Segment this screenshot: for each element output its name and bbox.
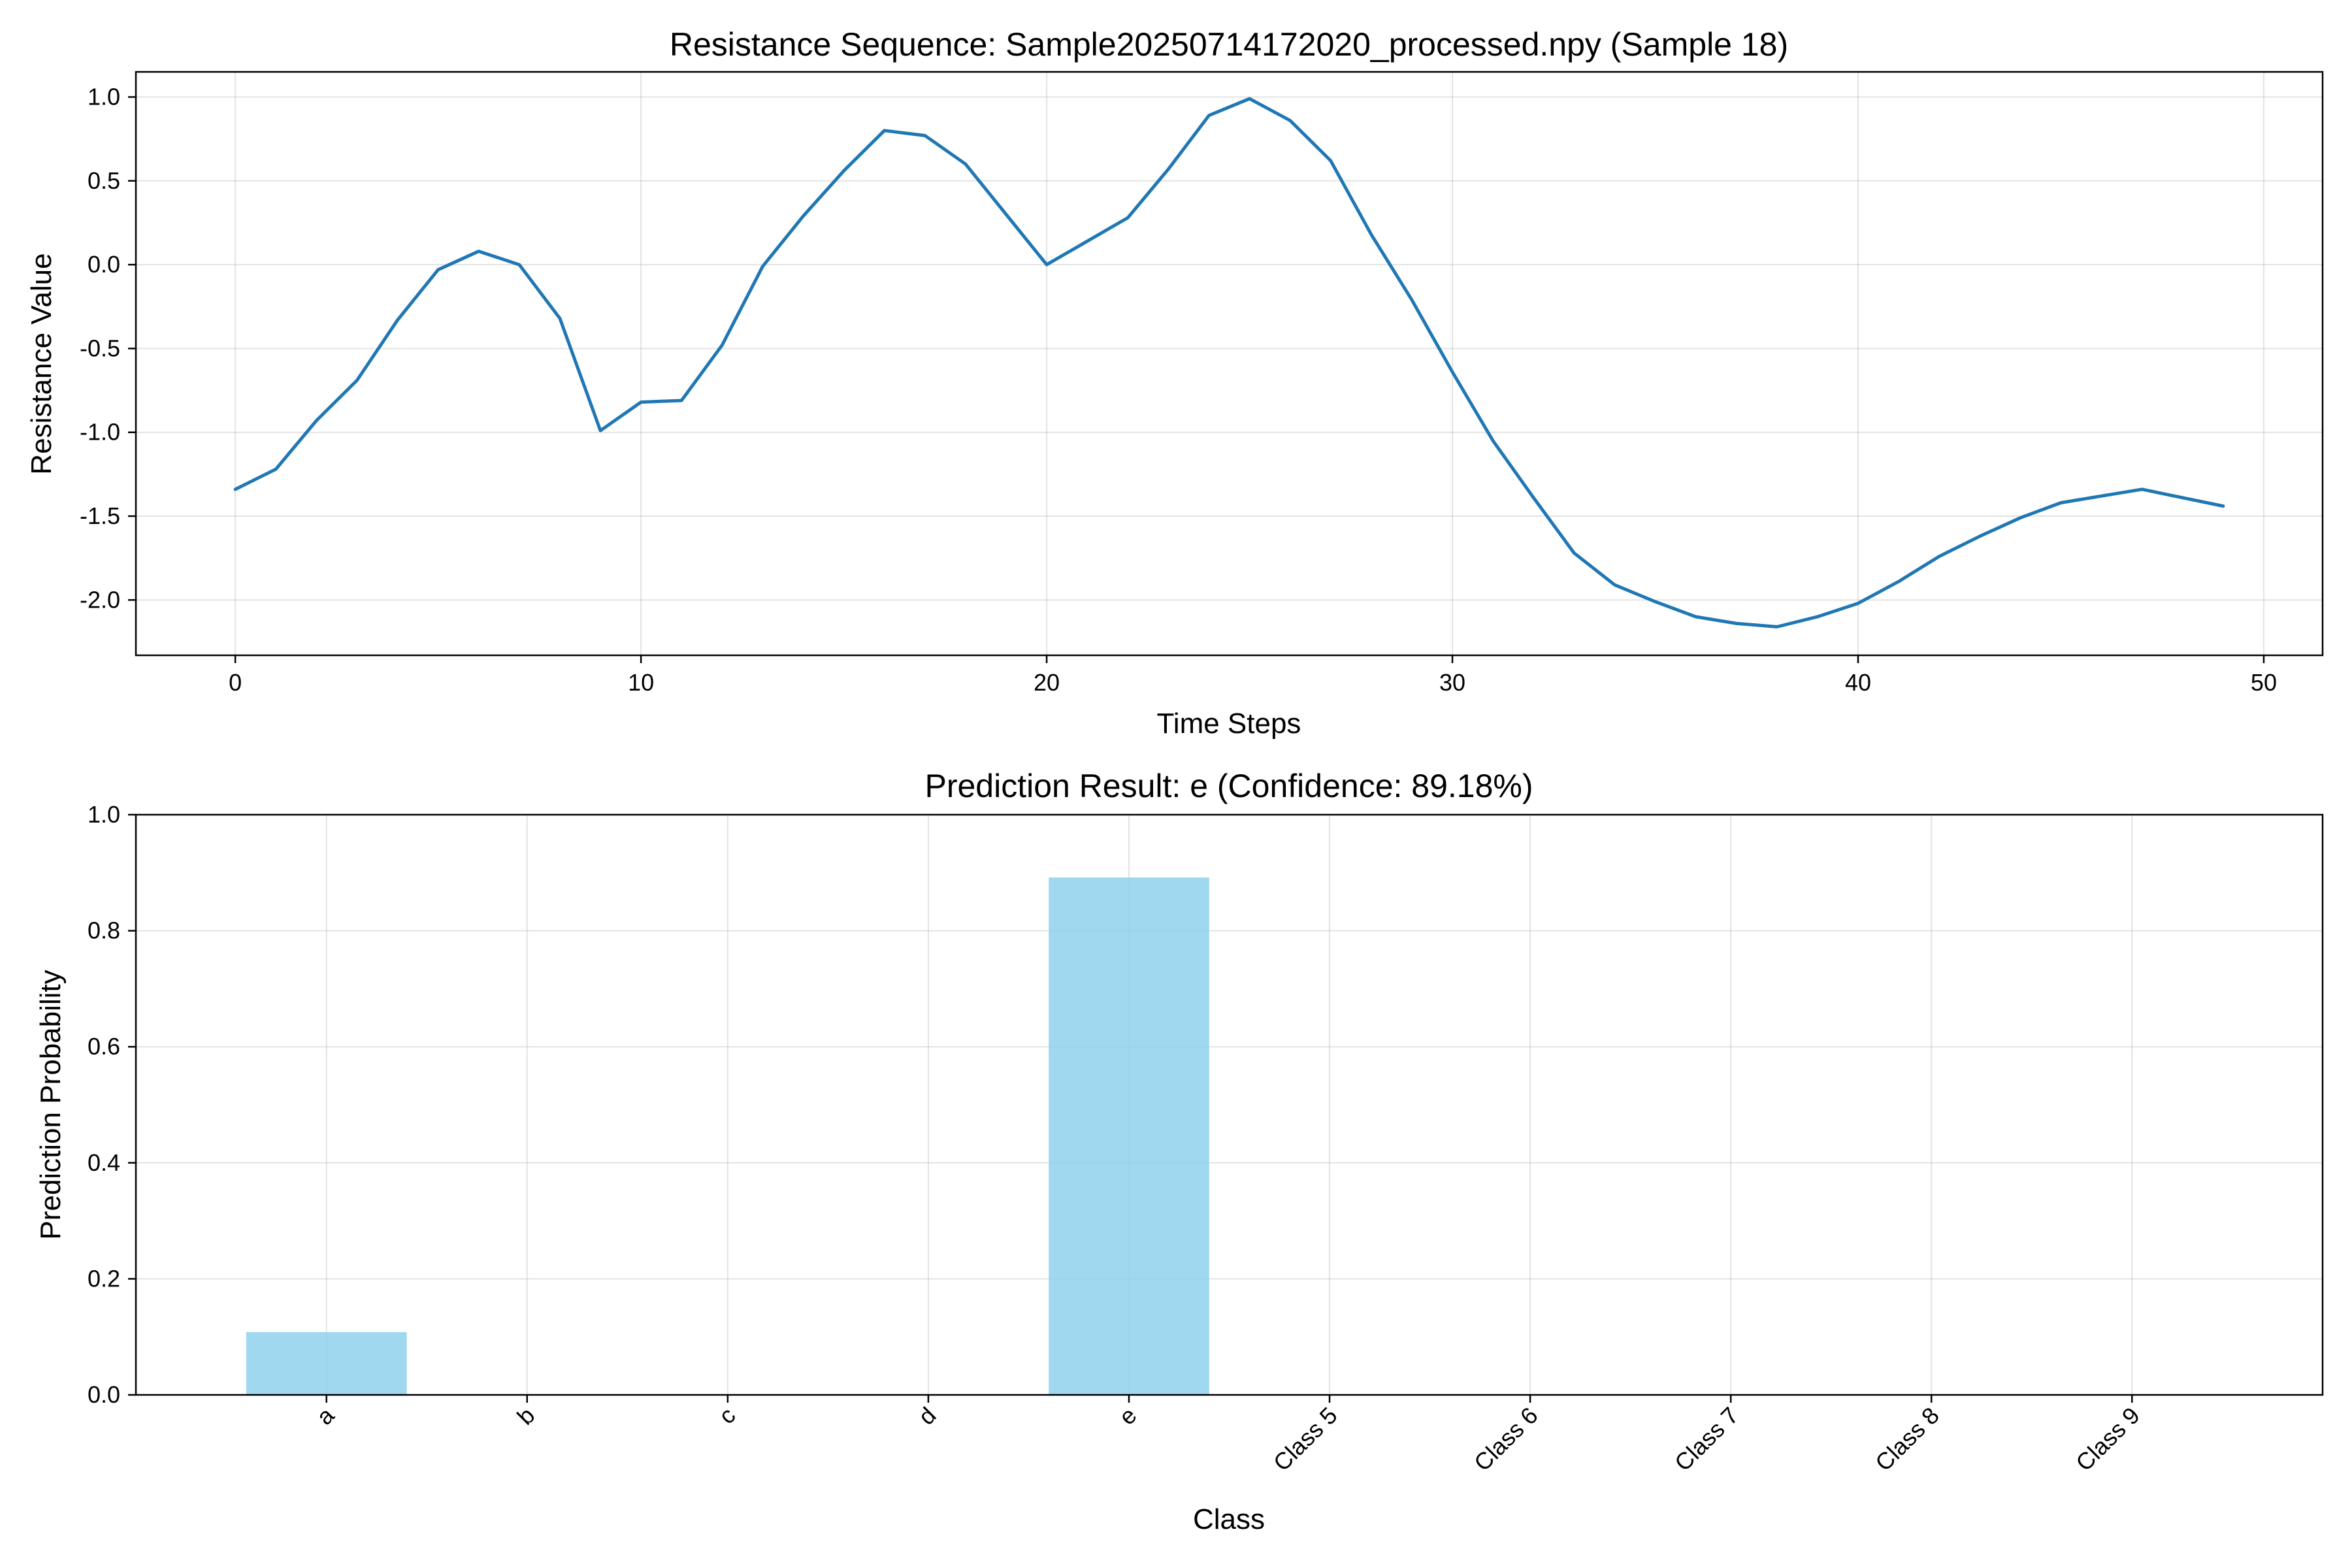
line-chart-x-axis-label: Time Steps bbox=[1157, 708, 1301, 740]
line-chart-y-axis-label: Resistance Value bbox=[25, 253, 57, 474]
bar-chart-y-tick-label: 0.6 bbox=[88, 1033, 120, 1060]
bar-chart-y-tick-label: 0.0 bbox=[88, 1381, 120, 1408]
line-chart-x-ticks: 0 10 20 30 40 50 bbox=[229, 655, 2277, 696]
line-chart-frame bbox=[135, 71, 2324, 657]
line-chart-y-tick-label: 0.5 bbox=[88, 167, 120, 194]
line-chart-x-tick-label: 0 bbox=[229, 669, 242, 696]
bar-chart-y-tick-label: 0.8 bbox=[88, 917, 120, 944]
line-chart-y-tick-label: -1.5 bbox=[80, 502, 120, 529]
line-chart-grid bbox=[136, 72, 2323, 655]
resistance-series-line bbox=[233, 97, 2225, 629]
bar-chart-y-tick-label: 0.2 bbox=[88, 1265, 120, 1292]
bar-chart-x-axis-label: Class bbox=[1193, 1503, 1265, 1535]
line-chart-x-tick-label: 20 bbox=[1034, 669, 1060, 696]
line-chart-y-tick-label: -0.5 bbox=[80, 335, 120, 361]
bar-chart-y-axis-label: Prediction Probability bbox=[35, 970, 67, 1239]
resistance-line-chart: 0 10 20 30 40 50 -2.0 -1.5 -1.0 -0.5 0.0 0.5 1.0 Re… bbox=[25, 26, 2324, 740]
bar-chart-bars bbox=[246, 877, 1209, 1395]
bar-a bbox=[246, 1331, 407, 1395]
line-chart-y-tick-label: 1.0 bbox=[88, 83, 120, 110]
bar-e bbox=[1049, 877, 1209, 1395]
bar-chart-y-ticks: 0.0 0.2 0.4 0.6 0.8 1.0 bbox=[88, 801, 136, 1408]
line-chart-y-tick-label: 0.0 bbox=[88, 251, 120, 278]
line-chart-y-ticks: -2.0 -1.5 -1.0 -0.5 0.0 0.5 1.0 bbox=[80, 83, 136, 613]
bar-chart-title: Prediction Result: e (Confidence: 89.18%… bbox=[924, 768, 1533, 804]
line-chart-x-tick-label: 30 bbox=[1439, 669, 1465, 696]
line-chart-x-tick-label: 50 bbox=[2251, 669, 2277, 696]
line-chart-x-tick-label: 10 bbox=[628, 669, 654, 696]
line-chart-x-tick-label: 40 bbox=[1845, 669, 1871, 696]
line-chart-y-tick-label: -2.0 bbox=[80, 586, 120, 613]
line-chart-y-tick-label: -1.0 bbox=[80, 419, 120, 446]
bar-chart-frame bbox=[135, 813, 2324, 1396]
bar-chart-y-tick-label: 0.4 bbox=[88, 1149, 120, 1176]
bar-chart-y-tick-label: 1.0 bbox=[88, 801, 120, 828]
line-chart-title: Resistance Sequence: Sample2025071417202… bbox=[670, 26, 1788, 63]
